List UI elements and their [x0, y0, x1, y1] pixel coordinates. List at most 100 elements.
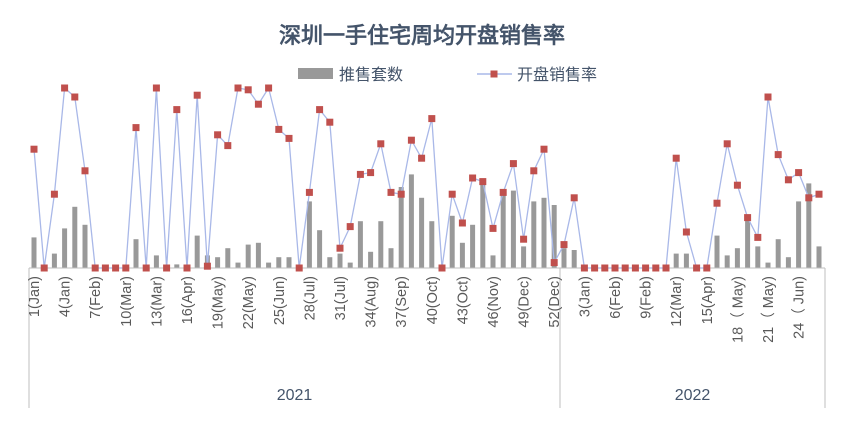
rate-marker [580, 264, 588, 272]
rate-marker [163, 264, 171, 272]
x-tick-label: 31(Jul) [333, 276, 349, 320]
rate-marker [570, 194, 578, 202]
x-tick-label: 12(Mar) [669, 276, 685, 327]
bar [449, 215, 455, 268]
legend-bar-swatch [298, 68, 333, 79]
x-tick-label: 15(Apr) [700, 276, 716, 324]
rate-marker [795, 169, 803, 177]
bar [734, 248, 740, 268]
rate-marker [101, 264, 109, 272]
bar [82, 224, 88, 268]
x-tick-label: 37(Sep) [394, 276, 410, 328]
x-tick-label: 43(Oct) [455, 276, 471, 324]
rate-marker [418, 154, 426, 162]
rate-marker [316, 106, 324, 114]
rate-marker [397, 190, 405, 198]
rate-marker [407, 136, 415, 144]
rate-marker [469, 174, 477, 182]
bar [194, 235, 200, 268]
bar [470, 224, 476, 268]
bar [276, 257, 282, 268]
rate-marker [642, 264, 650, 272]
rate-marker [509, 160, 517, 168]
x-tick-label: 49(Dec) [517, 276, 533, 328]
bar [408, 174, 414, 268]
rate-marker [774, 151, 782, 159]
bar [531, 201, 537, 268]
x-tick-label: 13(Mar) [149, 276, 165, 327]
bar [133, 239, 139, 268]
bar [174, 264, 180, 268]
x-axis-groups: 2021 2022 [28, 268, 826, 408]
bar [775, 239, 781, 268]
rate-marker [142, 264, 150, 272]
rate-marker [305, 188, 313, 196]
rate-marker [805, 194, 813, 202]
rate-marker [489, 224, 497, 232]
x-tick-label: 1(Jan) [27, 276, 43, 317]
rate-marker [61, 84, 69, 92]
rate-marker [479, 178, 487, 186]
bar [357, 221, 363, 268]
bar [796, 201, 802, 268]
bar [51, 253, 57, 268]
rate-marker [784, 176, 792, 184]
rate-marker [193, 91, 201, 99]
rate-marker [428, 115, 436, 123]
rate-marker [611, 264, 619, 272]
x-tick-label: 16(Apr) [180, 276, 196, 324]
bar [510, 190, 516, 268]
rate-marker [152, 84, 160, 92]
bar [378, 221, 384, 268]
bar [225, 248, 231, 268]
rate-marker [173, 106, 181, 114]
bar [388, 248, 394, 268]
rate-marker [326, 118, 334, 126]
bar [347, 262, 353, 268]
x-tick-label: 46(Nov) [486, 276, 502, 328]
rate-marker [703, 264, 711, 272]
rate-marker [40, 264, 48, 272]
rate-marker [733, 181, 741, 189]
bar [419, 197, 425, 268]
x-tick-label: 10(Mar) [119, 276, 135, 327]
rate-marker [458, 219, 466, 227]
bar [571, 250, 577, 268]
year-label: 2021 [277, 387, 313, 404]
bar [31, 237, 37, 268]
rate-marker [265, 84, 273, 92]
bar [235, 262, 241, 268]
rate-marker [122, 264, 130, 272]
bar [266, 262, 272, 268]
rate-marker [183, 264, 191, 272]
rate-marker [275, 125, 283, 133]
bar-series [31, 174, 822, 268]
bar [755, 246, 761, 268]
x-tick-label: 22(May) [241, 276, 257, 329]
rate-marker [30, 145, 38, 153]
x-tick-label: 19(May) [211, 276, 227, 329]
x-tick-label: 3(Jan) [577, 276, 593, 317]
bar [459, 242, 465, 268]
bar [368, 251, 374, 268]
x-tick-label: 21（ May) [760, 276, 777, 343]
rate-marker [214, 131, 222, 139]
bar [480, 183, 486, 268]
rate-marker [224, 142, 232, 150]
rate-marker [591, 264, 599, 272]
rate-marker [520, 235, 528, 243]
rate-marker [530, 167, 538, 175]
chart-title: 深圳一手住宅周均开盘销售率 [279, 23, 565, 49]
rate-marker [713, 199, 721, 207]
rate-marker [693, 264, 701, 272]
bar [245, 244, 251, 268]
x-tick-label: 52(Dec) [547, 276, 563, 328]
rate-marker [438, 264, 446, 272]
x-tick-label: 40(Oct) [425, 276, 441, 324]
legend-marker-icon [490, 70, 498, 78]
rate-marker [234, 84, 242, 92]
bar [551, 205, 557, 268]
rate-marker [754, 233, 762, 241]
rate-marker [336, 244, 344, 252]
